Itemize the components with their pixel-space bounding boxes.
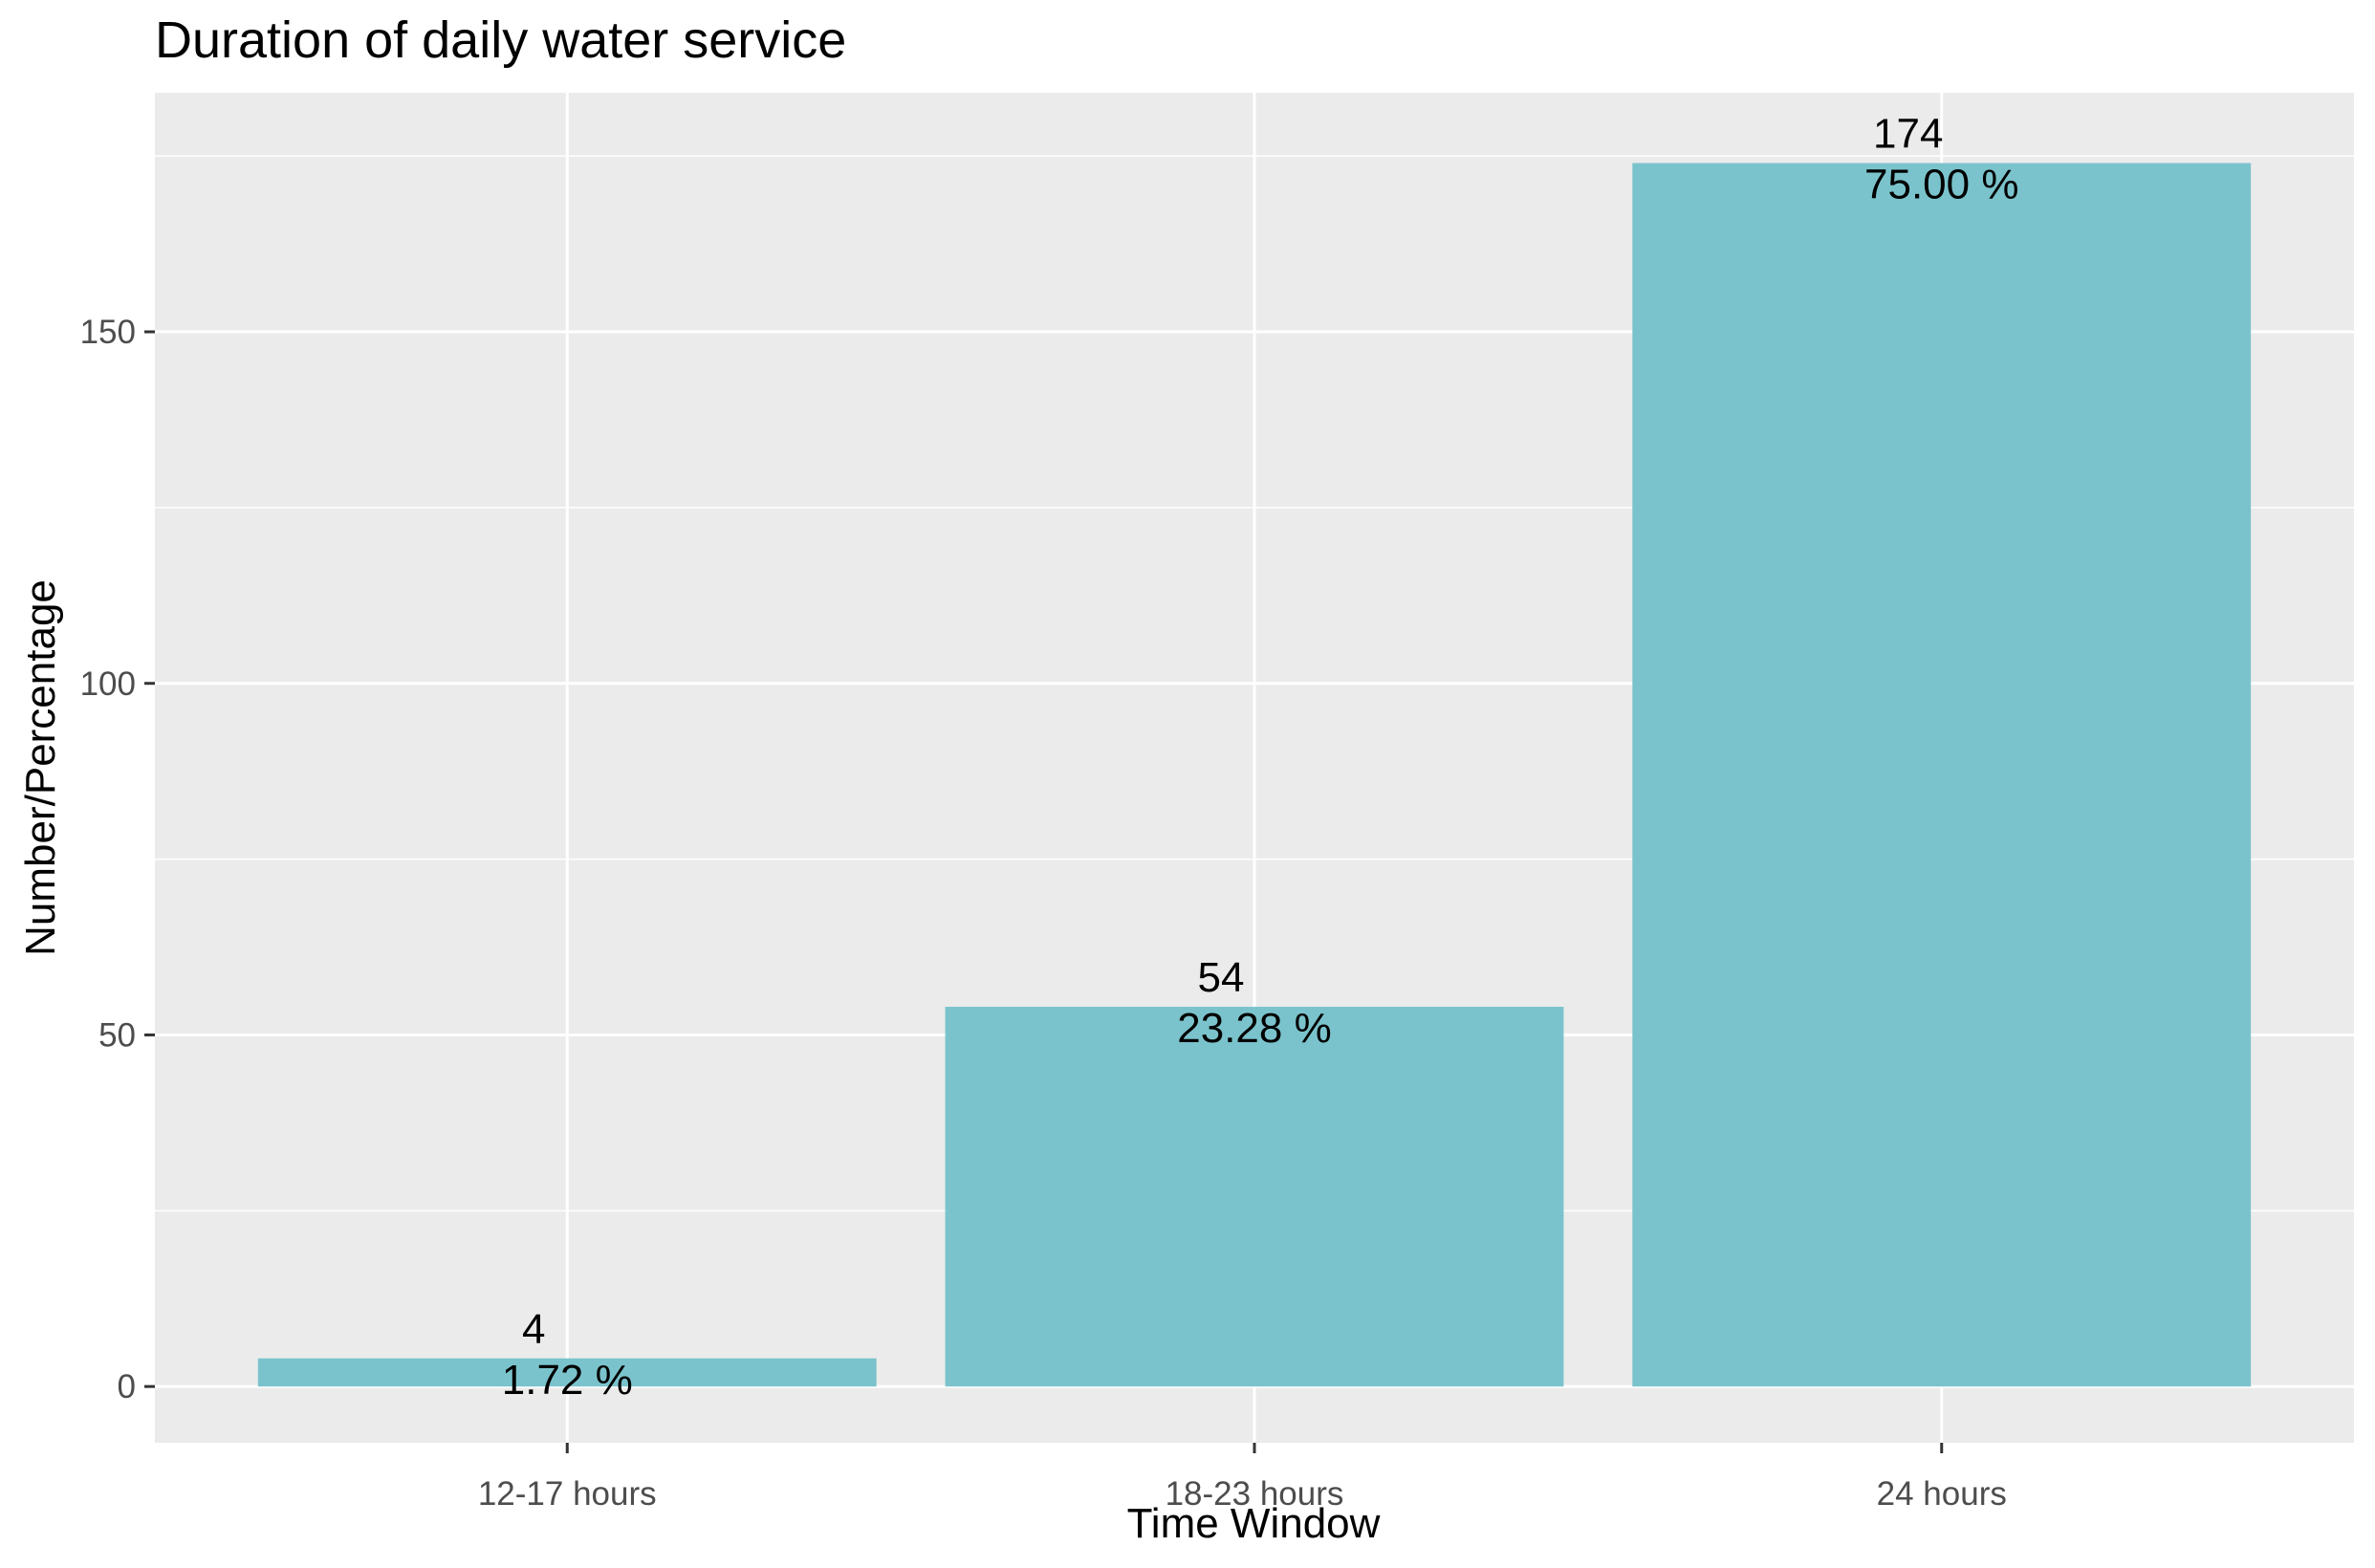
y-axis-title: Number/Percentage xyxy=(17,579,64,956)
x-tick-label: 12-17 hours xyxy=(478,1475,657,1513)
data-label-count: 4 xyxy=(522,1306,545,1353)
y-tick-label: 0 xyxy=(118,1368,136,1405)
data-label-count: 174 xyxy=(1873,111,1943,158)
bar-18-23-hours xyxy=(945,1007,1564,1387)
chart-title: Duration of daily water service xyxy=(155,11,846,69)
x-axis-title: Time Window xyxy=(1127,1500,1381,1547)
data-label-percent: 1.72 % xyxy=(502,1357,633,1404)
data-label-count: 54 xyxy=(1198,954,1245,1001)
bars xyxy=(257,163,2252,1387)
data-label-percent: 23.28 % xyxy=(1177,1005,1331,1052)
bar-12-17-hours xyxy=(257,1358,877,1387)
y-tick-label: 100 xyxy=(80,665,136,703)
x-tick-label: 18-23 hours xyxy=(1166,1475,1344,1513)
x-axis: 12-17 hours 18-23 hours 24 hours xyxy=(478,1443,2007,1513)
y-tick-label: 150 xyxy=(80,314,136,351)
x-tick-label: 24 hours xyxy=(1877,1475,2007,1513)
y-axis: 0 50 100 150 xyxy=(80,314,155,1405)
bar-24-hours xyxy=(1632,163,2252,1387)
y-tick-label: 50 xyxy=(98,1016,136,1054)
data-label-percent: 75.00 % xyxy=(1864,162,2018,208)
